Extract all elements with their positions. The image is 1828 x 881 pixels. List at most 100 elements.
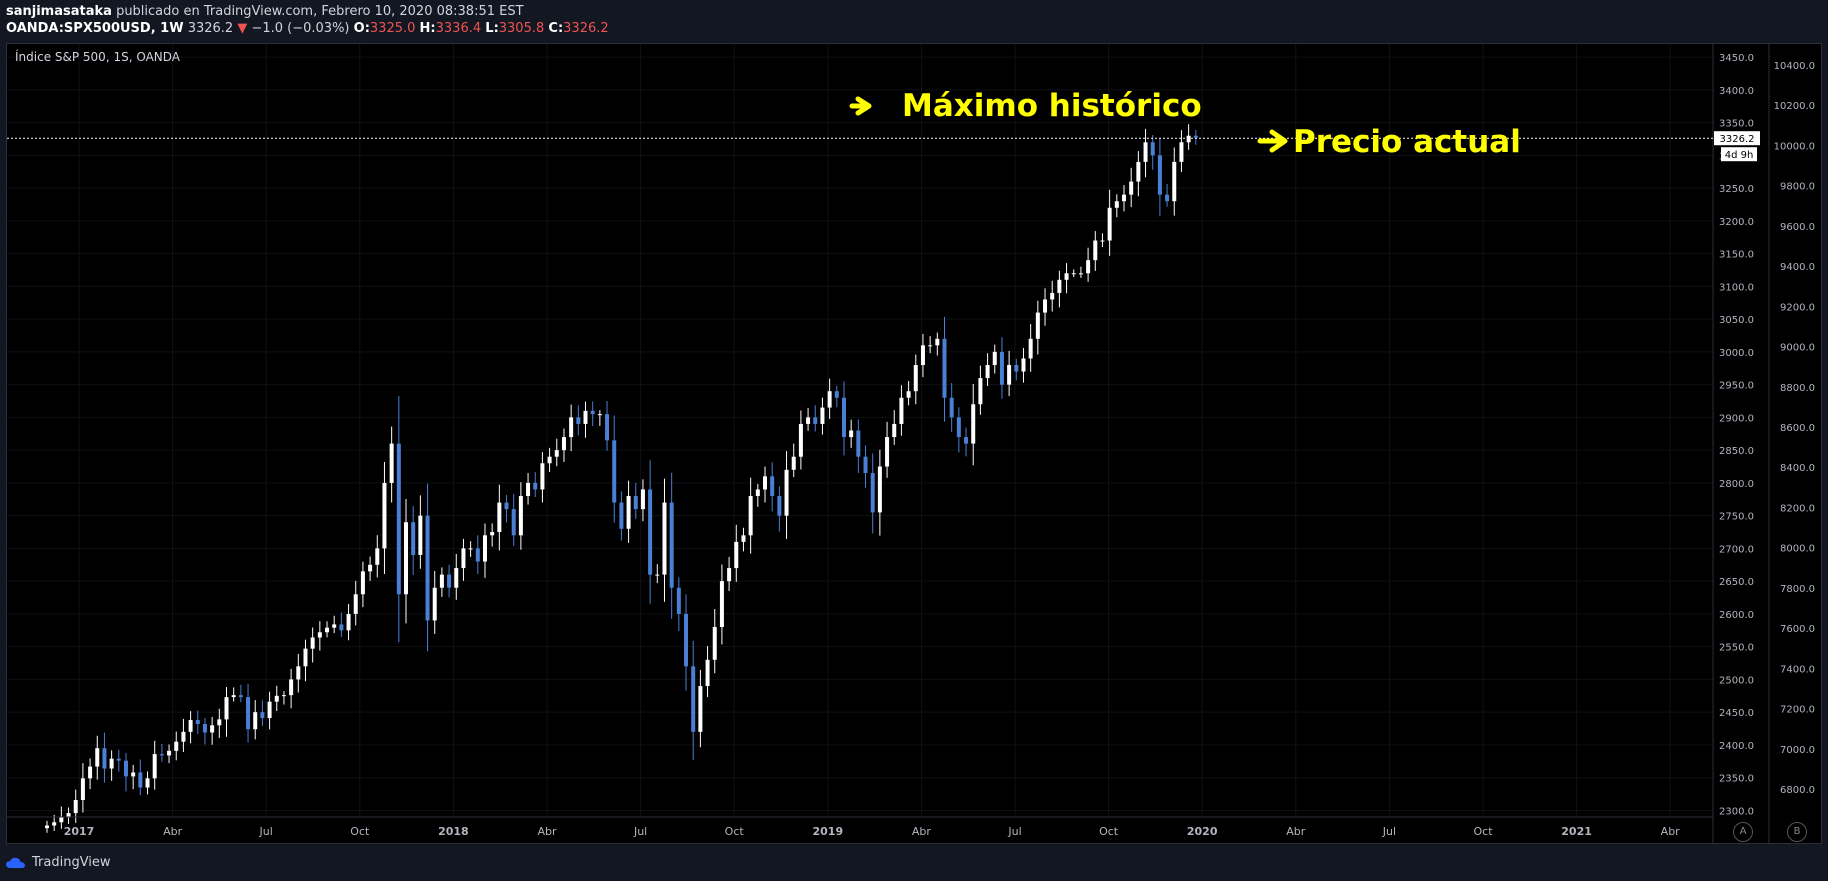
author-name[interactable]: sanjimasataka [6, 4, 112, 19]
time-tick-label: Jul [633, 825, 647, 838]
candle [188, 711, 193, 744]
candle-body [475, 548, 480, 562]
countdown-tag-text: 4d 9h [1725, 150, 1754, 161]
candle [956, 407, 961, 453]
candle-body [267, 701, 272, 719]
secondary-tick-label: 9600.0 [1780, 222, 1815, 233]
scale-button-b[interactable]: B [1787, 822, 1807, 842]
candle-body [1193, 135, 1198, 138]
candle [1050, 280, 1055, 312]
candle [540, 452, 545, 503]
candle-body [396, 443, 401, 595]
candle [920, 333, 925, 378]
candle [281, 691, 286, 705]
candle-body [942, 338, 947, 398]
candle [928, 336, 933, 354]
candle [633, 482, 638, 519]
candle-body [892, 423, 897, 438]
candle-body [633, 496, 638, 510]
candle [719, 564, 724, 645]
low-label: L: [485, 21, 499, 36]
candle-body [719, 581, 724, 628]
candle [1057, 270, 1062, 308]
candle-body [655, 574, 660, 576]
chart-frame[interactable]: 3450.03400.03350.03300.03250.03200.03150… [6, 43, 1822, 844]
candle [612, 415, 617, 523]
candle [533, 472, 538, 497]
candle [727, 556, 732, 591]
candle [885, 421, 890, 478]
time-tick-label: 2018 [438, 825, 469, 838]
candle [418, 495, 423, 569]
time-tick-label: Jul [1382, 825, 1396, 838]
candle [820, 397, 825, 435]
price-tick-label: 3050.0 [1719, 315, 1754, 326]
candle-body [468, 548, 473, 550]
candle [849, 419, 854, 448]
time-tick-label: Oct [350, 825, 370, 838]
candle [432, 571, 437, 634]
last-price-tag [1714, 131, 1760, 146]
candle-body [145, 778, 150, 788]
time-tick-label: 2020 [1187, 825, 1218, 838]
price-chart[interactable]: 3450.03400.03350.03300.03250.03200.03150… [7, 44, 1821, 843]
candle [1021, 347, 1026, 383]
candle [755, 483, 760, 507]
candle [439, 567, 444, 597]
candle [518, 482, 523, 550]
secondary-tick-label: 9000.0 [1780, 343, 1815, 354]
price-tick-label: 3450.0 [1719, 53, 1754, 64]
candle-body [1129, 181, 1134, 195]
candle-body [231, 695, 236, 698]
high-value: 3336.4 [435, 21, 482, 36]
candle [691, 640, 696, 761]
candle [1071, 269, 1076, 278]
price-tick-label: 3250.0 [1719, 184, 1754, 195]
candle [619, 491, 624, 541]
time-tick-label: Jul [1007, 825, 1021, 838]
symbol-name[interactable]: OANDA:SPX500USD, 1W [6, 21, 184, 36]
candle [877, 449, 882, 536]
candle-body [734, 541, 739, 569]
candle [770, 462, 775, 512]
candle-body [439, 574, 444, 588]
candle [1100, 233, 1105, 248]
candle [131, 764, 136, 790]
candle [504, 495, 509, 523]
candle-body [360, 571, 365, 595]
candle-body [1086, 260, 1091, 274]
candle-body [1136, 161, 1141, 182]
tradingview-logo[interactable]: TradingView [6, 855, 111, 870]
candle [971, 383, 976, 466]
candle [296, 653, 301, 693]
candle [684, 594, 689, 691]
candle-body [253, 712, 258, 730]
scale-button-a[interactable]: A [1733, 822, 1753, 842]
candle-body [526, 482, 531, 497]
candle-body [131, 772, 136, 777]
secondary-tick-label: 9800.0 [1780, 182, 1815, 193]
candle-body [949, 397, 954, 418]
candle-body [332, 624, 337, 628]
chart-title: Índice S&P 500, 1S, OANDA [15, 49, 181, 64]
candle [210, 716, 215, 745]
candle [1086, 247, 1091, 282]
candle [1043, 288, 1048, 326]
candle-body [195, 720, 200, 724]
candle [669, 472, 674, 619]
secondary-tick-label: 9400.0 [1780, 262, 1815, 273]
candle [447, 564, 452, 598]
candle-body [1100, 240, 1105, 242]
candle [1035, 300, 1040, 355]
high-label: H: [419, 21, 436, 36]
candle [368, 556, 373, 581]
candle [705, 646, 710, 698]
candle [217, 708, 222, 738]
candle [375, 535, 380, 578]
candle [353, 580, 358, 626]
candle [123, 752, 128, 792]
price-tick-label: 2400.0 [1719, 741, 1754, 752]
candle [662, 478, 667, 602]
candle [827, 378, 832, 419]
candle-body [1122, 194, 1126, 202]
